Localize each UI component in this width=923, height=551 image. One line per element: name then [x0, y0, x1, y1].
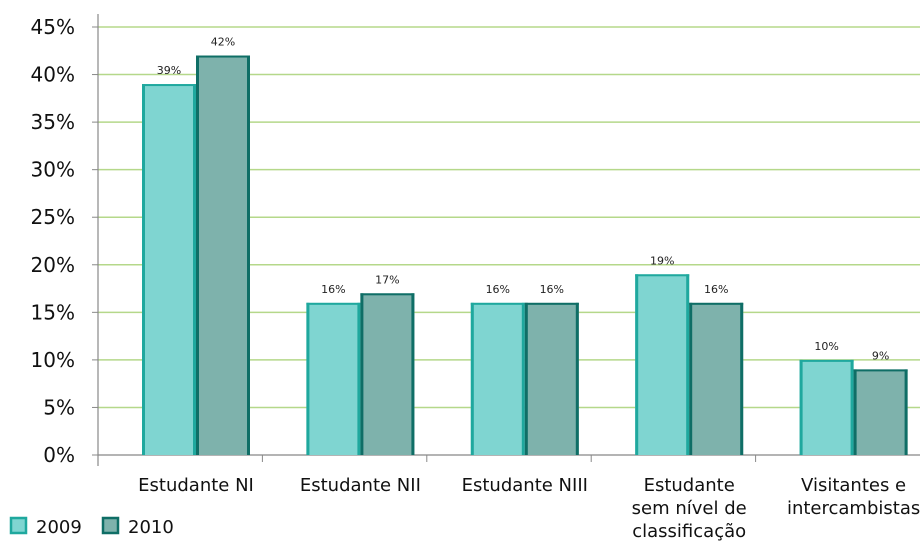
- bar-edge-top: [853, 369, 908, 372]
- bar-fill: [470, 302, 525, 455]
- category-label-line: classificação: [632, 521, 746, 542]
- data-label: 39%: [157, 64, 181, 77]
- bar-edge-left: [635, 274, 639, 455]
- data-label: 19%: [650, 254, 674, 267]
- data-label: 16%: [540, 283, 564, 296]
- bar-fill: [524, 302, 579, 455]
- category-label: Visitantes e intercambistas: [787, 475, 920, 519]
- category-label-line: Estudante NII: [300, 475, 421, 496]
- bar-fill: [635, 274, 690, 455]
- bar-edge-left: [306, 302, 310, 455]
- legend: 2009 2010: [9, 516, 174, 538]
- bar-edge-top: [360, 293, 415, 296]
- data-label: 10%: [814, 340, 838, 353]
- y-tick-label: 0%: [43, 443, 75, 467]
- bar-edge-top: [196, 55, 250, 58]
- category-label-line: intercambistas: [787, 498, 920, 519]
- y-tick-label: 20%: [31, 253, 75, 277]
- y-tick-label: 45%: [31, 15, 75, 39]
- bar-2010-1: [360, 293, 415, 455]
- bar-edge-right: [904, 369, 908, 455]
- data-label: 17%: [375, 273, 399, 286]
- bar-edge-top: [799, 359, 854, 362]
- y-tick-label: 40%: [31, 63, 75, 87]
- y-tick-label: 5%: [43, 395, 75, 419]
- bar-edge-top: [524, 302, 579, 305]
- y-tick-label: 30%: [31, 158, 75, 182]
- category-label: Estudante NI: [138, 475, 254, 496]
- y-tick-label: 25%: [31, 205, 75, 229]
- bar-edge-right: [850, 359, 854, 455]
- bar-2009-3: [635, 274, 690, 455]
- category-label-line: Visitantes e: [801, 475, 906, 496]
- y-tick-labels: 0% 5% 10% 15% 20% 25% 30% 35% 40% 45%: [31, 15, 75, 467]
- bar-edge-top: [306, 302, 361, 305]
- legend-label: 2009: [36, 517, 82, 538]
- bar-edge-top: [689, 302, 744, 305]
- bar-edge-right: [357, 302, 361, 455]
- legend-label: 2010: [128, 517, 174, 538]
- bar-fill: [360, 293, 415, 455]
- y-tick-label: 10%: [31, 348, 75, 372]
- data-label: 42%: [211, 36, 235, 49]
- bar-edge-left: [799, 359, 803, 455]
- category-labels: Estudante NI Estudante NII Estudante NIII E…: [138, 475, 920, 542]
- bar-2010-3: [689, 302, 744, 455]
- bar-edge-left: [196, 55, 199, 456]
- bar-fill: [142, 84, 196, 456]
- bar-fill: [196, 55, 250, 456]
- bar-2009-2: [470, 302, 525, 455]
- bar-edge-left: [360, 293, 364, 455]
- bar-edge-left: [524, 302, 528, 455]
- category-label-line: sem nível de: [632, 498, 747, 519]
- bar-edge-left: [853, 369, 857, 455]
- bar-fill: [689, 302, 744, 455]
- bar-edge-right: [193, 84, 196, 456]
- bar-2009-1: [306, 302, 361, 455]
- data-label: 9%: [872, 349, 889, 362]
- category-label: Estudante NII: [300, 475, 421, 496]
- bar-edge-right: [247, 55, 250, 456]
- legend-swatch: [9, 516, 28, 535]
- category-label-line: Estudante NI: [138, 475, 254, 496]
- data-label: 16%: [321, 283, 345, 296]
- legend-swatch: [101, 516, 120, 535]
- bar-2009-4: [799, 359, 854, 455]
- bar-edge-right: [411, 293, 415, 455]
- bar-2010-4: [853, 369, 908, 455]
- legend-item-2009: 2009: [9, 516, 82, 538]
- category-label: Estudante sem nível de classificação: [632, 475, 747, 542]
- bar-edge-left: [689, 302, 693, 455]
- bar-edge-right: [521, 302, 525, 455]
- bar-edge-right: [740, 302, 744, 455]
- bar-2010-0: [196, 55, 250, 456]
- bar-edge-left: [142, 84, 145, 456]
- y-tick-label: 15%: [31, 300, 75, 324]
- category-label: Estudante NIII: [462, 475, 588, 496]
- data-labels: 39% 16% 16% 19% 10% 42% 17% 16% 16% 9%: [157, 36, 890, 363]
- bar-edge-left: [470, 302, 474, 455]
- bar-2009-0: [142, 84, 196, 456]
- category-label-line: Estudante NIII: [462, 475, 588, 496]
- bar-edge-right: [575, 302, 579, 455]
- y-tick-label: 35%: [31, 110, 75, 134]
- category-label-line: Estudante: [644, 475, 735, 496]
- legend-item-2010: 2010: [101, 516, 174, 538]
- bars: [142, 55, 908, 456]
- bar-fill: [799, 359, 854, 455]
- bar-edge-right: [686, 274, 690, 455]
- bar-edge-top: [470, 302, 525, 305]
- bar-fill: [306, 302, 361, 455]
- data-label: 16%: [704, 283, 728, 296]
- bar-fill: [853, 369, 908, 455]
- bar-edge-top: [635, 274, 690, 277]
- data-label: 16%: [486, 283, 510, 296]
- bar-edge-top: [142, 84, 196, 87]
- bar-2010-2: [524, 302, 579, 455]
